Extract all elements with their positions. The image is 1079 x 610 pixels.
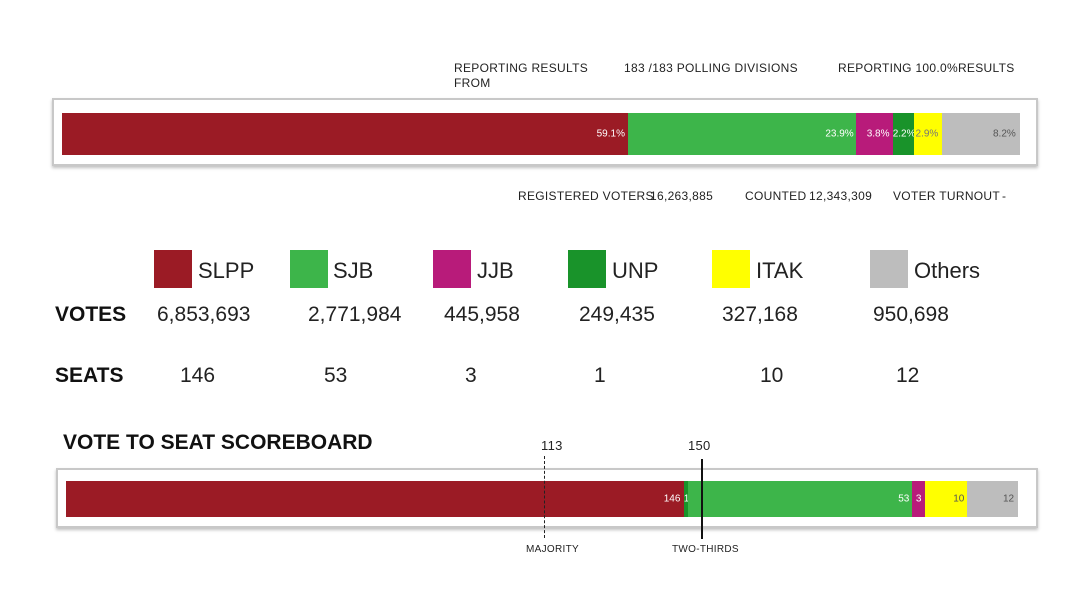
voter-turnout-value: -	[1002, 189, 1007, 203]
votes-jjb: 445,958	[444, 303, 520, 326]
majority-label: MAJORITY	[526, 544, 579, 555]
counted-label: COUNTED	[745, 189, 807, 203]
legend-label-itak: ITAK	[756, 258, 804, 283]
twothirds-line	[700, 459, 703, 539]
votes-sjb: 2,771,984	[308, 303, 402, 326]
seat-label-unp: 1	[683, 493, 690, 505]
registered-voters-label: REGISTERED VOTERS	[518, 189, 654, 203]
vote-segment-others	[941, 113, 1020, 155]
seat-label-sjb: 53	[898, 493, 910, 505]
seat-segment-jjb	[912, 481, 925, 517]
vote-segment-itak	[913, 113, 942, 155]
votes-unp: 249,435	[579, 303, 655, 326]
majority-line	[544, 456, 546, 538]
vote-segment-unp	[892, 113, 914, 155]
seat-segment-unp	[683, 481, 688, 517]
scoreboard-title: VOTE TO SEAT SCOREBOARD	[63, 431, 373, 454]
seat-label-itak: 10	[953, 493, 965, 505]
majority-value: 113	[541, 438, 563, 453]
vote-label-unp: 2.2%	[892, 128, 916, 140]
voter-turnout-label: VOTER TURNOUT	[893, 189, 1001, 203]
seats-jjb: 3	[465, 364, 477, 387]
seats-unp: 1	[594, 364, 606, 387]
reporting-percentage: REPORTING 100.0%RESULTS	[838, 61, 1015, 75]
legend-label-others: Others	[914, 258, 981, 283]
votes-row-label: VOTES	[55, 303, 127, 326]
seat-segment-slpp	[66, 481, 684, 517]
twothirds-label: TWO-THIRDS	[672, 544, 739, 555]
votes-slpp: 6,853,693	[157, 303, 251, 326]
seats-itak: 10	[760, 364, 784, 387]
legend-swatch-itak	[712, 250, 750, 288]
seat-segment-sjb	[687, 481, 913, 517]
legend-swatch-others	[870, 250, 908, 288]
legend-label-sjb: SJB	[333, 258, 374, 283]
seats-row-label: SEATS	[55, 364, 124, 387]
legend-label-unp: UNP	[612, 258, 659, 283]
seat-segment-others	[967, 481, 1018, 517]
seats-sjb: 53	[324, 364, 348, 387]
legend-label-slpp: SLPP	[198, 258, 255, 283]
polling-divisions-count: 183 /183 POLLING DIVISIONS	[624, 61, 798, 75]
legend-label-jjb: JJB	[477, 258, 514, 283]
reporting-from-label: REPORTING RESULTS FROM	[454, 61, 589, 90]
vote-label-itak: 2.9%	[915, 128, 939, 140]
vote-label-sjb: 23.9%	[825, 128, 854, 140]
seats-others: 12	[896, 364, 920, 387]
twothirds-value: 150	[688, 438, 711, 453]
seat-label-others: 12	[1003, 493, 1015, 505]
legend-swatch-slpp	[154, 250, 192, 288]
seats-slpp: 146	[180, 364, 216, 387]
vote-segment-jjb	[856, 113, 893, 155]
vote-segment-sjb	[627, 113, 857, 155]
legend-swatch-sjb	[290, 250, 328, 288]
vote-segment-slpp	[62, 113, 628, 155]
registered-voters-value: 16,263,885	[650, 189, 714, 203]
vote-share-bar: 59.1% 23.9% 3.8% 2.2% 2.9% 8.2%	[62, 113, 1020, 155]
seat-label-slpp: 146	[663, 493, 681, 505]
vote-label-slpp: 59.1%	[596, 128, 625, 140]
legend-swatch-unp	[568, 250, 606, 288]
seat-label-jjb: 3	[915, 493, 922, 505]
vote-label-others: 8.2%	[993, 128, 1016, 140]
vote-label-jjb: 3.8%	[866, 128, 890, 140]
seat-bar: 146 1 53 3 10 12	[66, 481, 1018, 517]
counted-value: 12,343,309	[809, 189, 873, 203]
seat-segment-itak	[924, 481, 968, 517]
votes-others: 950,698	[873, 303, 949, 326]
votes-itak: 327,168	[722, 303, 798, 326]
legend-swatch-jjb	[433, 250, 471, 288]
